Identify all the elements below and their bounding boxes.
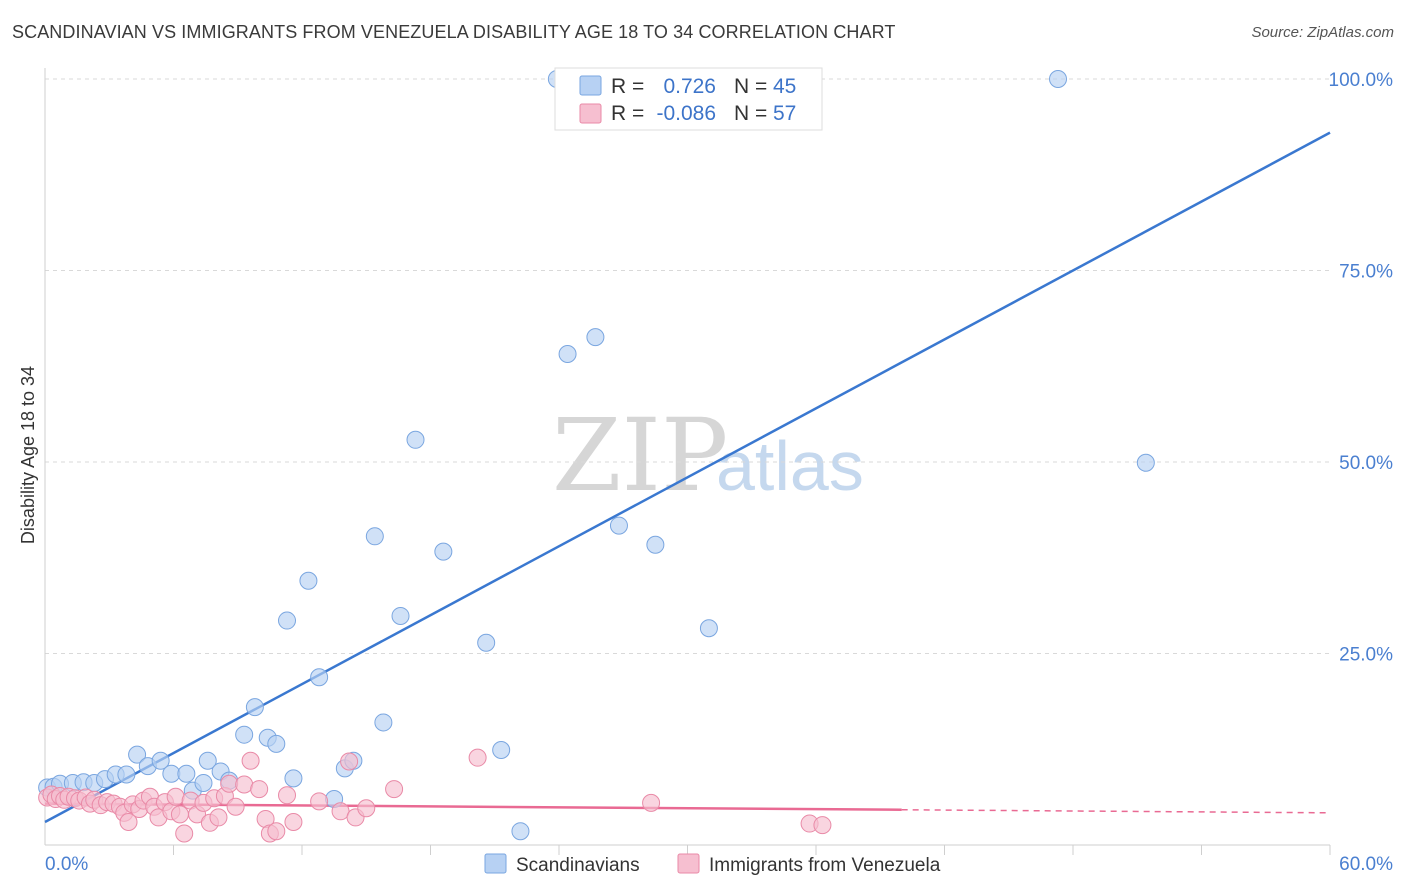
chart-title: SCANDINAVIAN VS IMMIGRANTS FROM VENEZUEL… [12, 22, 896, 42]
point-venezuela [357, 799, 376, 818]
point-scandinavians [1049, 70, 1068, 88]
point-scandinavians [492, 741, 511, 760]
point-scandinavians [699, 619, 718, 638]
stats-n-value: 45 [773, 75, 796, 98]
legend-swatch-scandinavians [484, 853, 507, 874]
point-scandinavians [128, 745, 147, 764]
stats-legend: R = 0.726 N = 45 R = -0.086 N = 57 [554, 67, 823, 131]
bottom-legend: Scandinavians Immigrants from Venezuela [484, 853, 941, 876]
trend-layer [44, 131, 1331, 824]
point-scandinavians [117, 765, 136, 784]
point-scandinavians [365, 527, 384, 546]
point-scandinavians [194, 773, 213, 792]
point-scandinavians [434, 542, 453, 561]
point-scandinavians [511, 822, 530, 841]
stats-swatch-venezuela [579, 103, 602, 124]
point-scandinavians [299, 571, 318, 590]
y-tick-label: 75.0% [1339, 262, 1393, 283]
point-scandinavians [151, 751, 170, 770]
stats-r-value: 0.726 [663, 75, 716, 98]
point-scandinavians [267, 734, 286, 753]
point-venezuela [220, 774, 239, 793]
point-venezuela [267, 822, 286, 841]
point-scandinavians [198, 751, 217, 770]
point-scandinavians [177, 764, 196, 783]
point-venezuela [119, 813, 138, 832]
legend-swatch-venezuela [677, 853, 700, 874]
point-venezuela [331, 802, 350, 821]
point-scandinavians [391, 606, 410, 625]
point-venezuela [235, 775, 254, 794]
point-venezuela [209, 808, 228, 827]
y-tick-label: 50.0% [1339, 453, 1393, 474]
point-scandinavians [278, 611, 297, 630]
points-layer [38, 70, 1155, 843]
point-venezuela [250, 780, 269, 799]
point-venezuela [468, 748, 487, 767]
y-tick-label: 100.0% [1329, 70, 1394, 91]
axis-layer: 25.0% 50.0% 75.0% 100.0% 0.0% 60.0% [44, 68, 1394, 875]
point-scandinavians [310, 668, 329, 687]
stats-r-value: -0.086 [656, 102, 716, 125]
point-venezuela [278, 786, 297, 805]
stats-swatch-scandinavians [579, 75, 602, 96]
point-venezuela [385, 780, 404, 799]
point-venezuela [340, 752, 359, 771]
legend-label-scandinavians: Scandinavians [516, 855, 640, 876]
grid-layer [45, 78, 1330, 654]
point-venezuela [175, 824, 194, 843]
point-scandinavians [646, 535, 665, 554]
point-scandinavians [406, 430, 425, 449]
point-scandinavians [558, 344, 577, 363]
legend-label-venezuela: Immigrants from Venezuela [709, 855, 941, 876]
point-scandinavians [162, 764, 181, 783]
stats-n-value: 57 [773, 102, 796, 125]
y-tick-label: 25.0% [1339, 645, 1393, 666]
trendline-scandinavians [44, 131, 1331, 824]
source-credit: Source: ZipAtlas.com [1251, 24, 1394, 41]
trendline-dashed-venezuela [901, 809, 1331, 814]
point-venezuela [170, 805, 189, 824]
point-venezuela [310, 792, 329, 811]
watermark-atlas: atlas [716, 427, 864, 505]
watermark-zip: ZIP [552, 397, 728, 514]
point-scandinavians [477, 633, 496, 652]
point-venezuela [642, 793, 661, 812]
stats-n-label: N = [734, 75, 767, 98]
point-venezuela [241, 751, 260, 770]
point-scandinavians [609, 516, 628, 535]
point-scandinavians [245, 698, 264, 717]
stats-r-label: R = [611, 75, 644, 98]
y-axis-title: Disability Age 18 to 34 [18, 366, 38, 544]
point-scandinavians [586, 328, 605, 347]
point-venezuela [813, 816, 832, 835]
point-scandinavians [235, 725, 254, 744]
point-venezuela [166, 787, 185, 806]
point-scandinavians [284, 769, 303, 788]
stats-n-label: N = [734, 102, 767, 125]
point-scandinavians [1136, 453, 1155, 472]
stats-r-label: R = [611, 102, 644, 125]
point-venezuela [284, 813, 303, 832]
x-tick-label: 0.0% [45, 854, 88, 875]
point-scandinavians [374, 713, 393, 732]
x-tick-label: 60.0% [1339, 854, 1393, 875]
point-venezuela [226, 797, 245, 816]
